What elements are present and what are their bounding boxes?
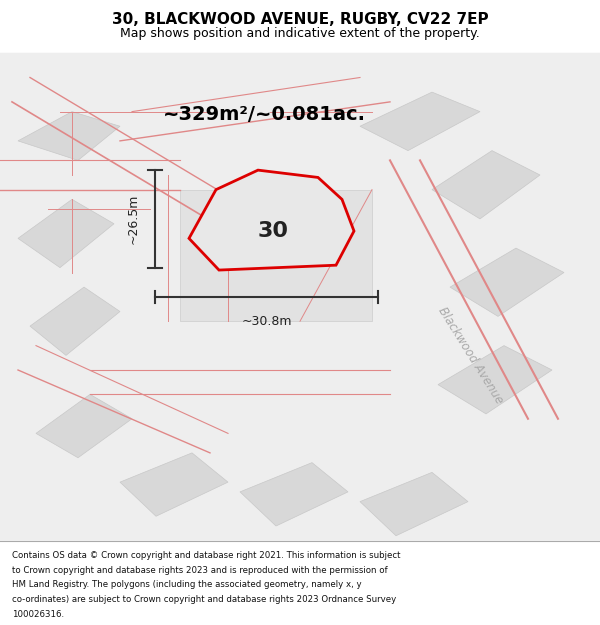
Polygon shape xyxy=(120,453,228,516)
Text: Blackwood Avenue: Blackwood Avenue xyxy=(436,304,506,406)
Text: ~30.8m: ~30.8m xyxy=(241,316,292,328)
Text: to Crown copyright and database rights 2023 and is reproduced with the permissio: to Crown copyright and database rights 2… xyxy=(12,566,388,574)
Polygon shape xyxy=(18,112,120,161)
Text: 100026316.: 100026316. xyxy=(12,610,64,619)
Text: co-ordinates) are subject to Crown copyright and database rights 2023 Ordnance S: co-ordinates) are subject to Crown copyr… xyxy=(12,595,396,604)
Text: 30, BLACKWOOD AVENUE, RUGBY, CV22 7EP: 30, BLACKWOOD AVENUE, RUGBY, CV22 7EP xyxy=(112,12,488,27)
Text: 30: 30 xyxy=(257,221,289,241)
Polygon shape xyxy=(180,189,372,321)
Text: ~26.5m: ~26.5m xyxy=(127,194,140,244)
Polygon shape xyxy=(30,287,120,356)
Polygon shape xyxy=(360,472,468,536)
Text: HM Land Registry. The polygons (including the associated geometry, namely x, y: HM Land Registry. The polygons (includin… xyxy=(12,580,362,589)
Polygon shape xyxy=(360,92,480,151)
Polygon shape xyxy=(450,248,564,316)
Polygon shape xyxy=(240,462,348,526)
Text: Contains OS data © Crown copyright and database right 2021. This information is : Contains OS data © Crown copyright and d… xyxy=(12,551,401,560)
Polygon shape xyxy=(432,151,540,219)
Polygon shape xyxy=(36,394,132,458)
Polygon shape xyxy=(189,170,354,270)
Text: Map shows position and indicative extent of the property.: Map shows position and indicative extent… xyxy=(120,27,480,40)
Polygon shape xyxy=(438,346,552,414)
Text: ~329m²/~0.081ac.: ~329m²/~0.081ac. xyxy=(163,104,365,124)
Polygon shape xyxy=(18,199,114,268)
